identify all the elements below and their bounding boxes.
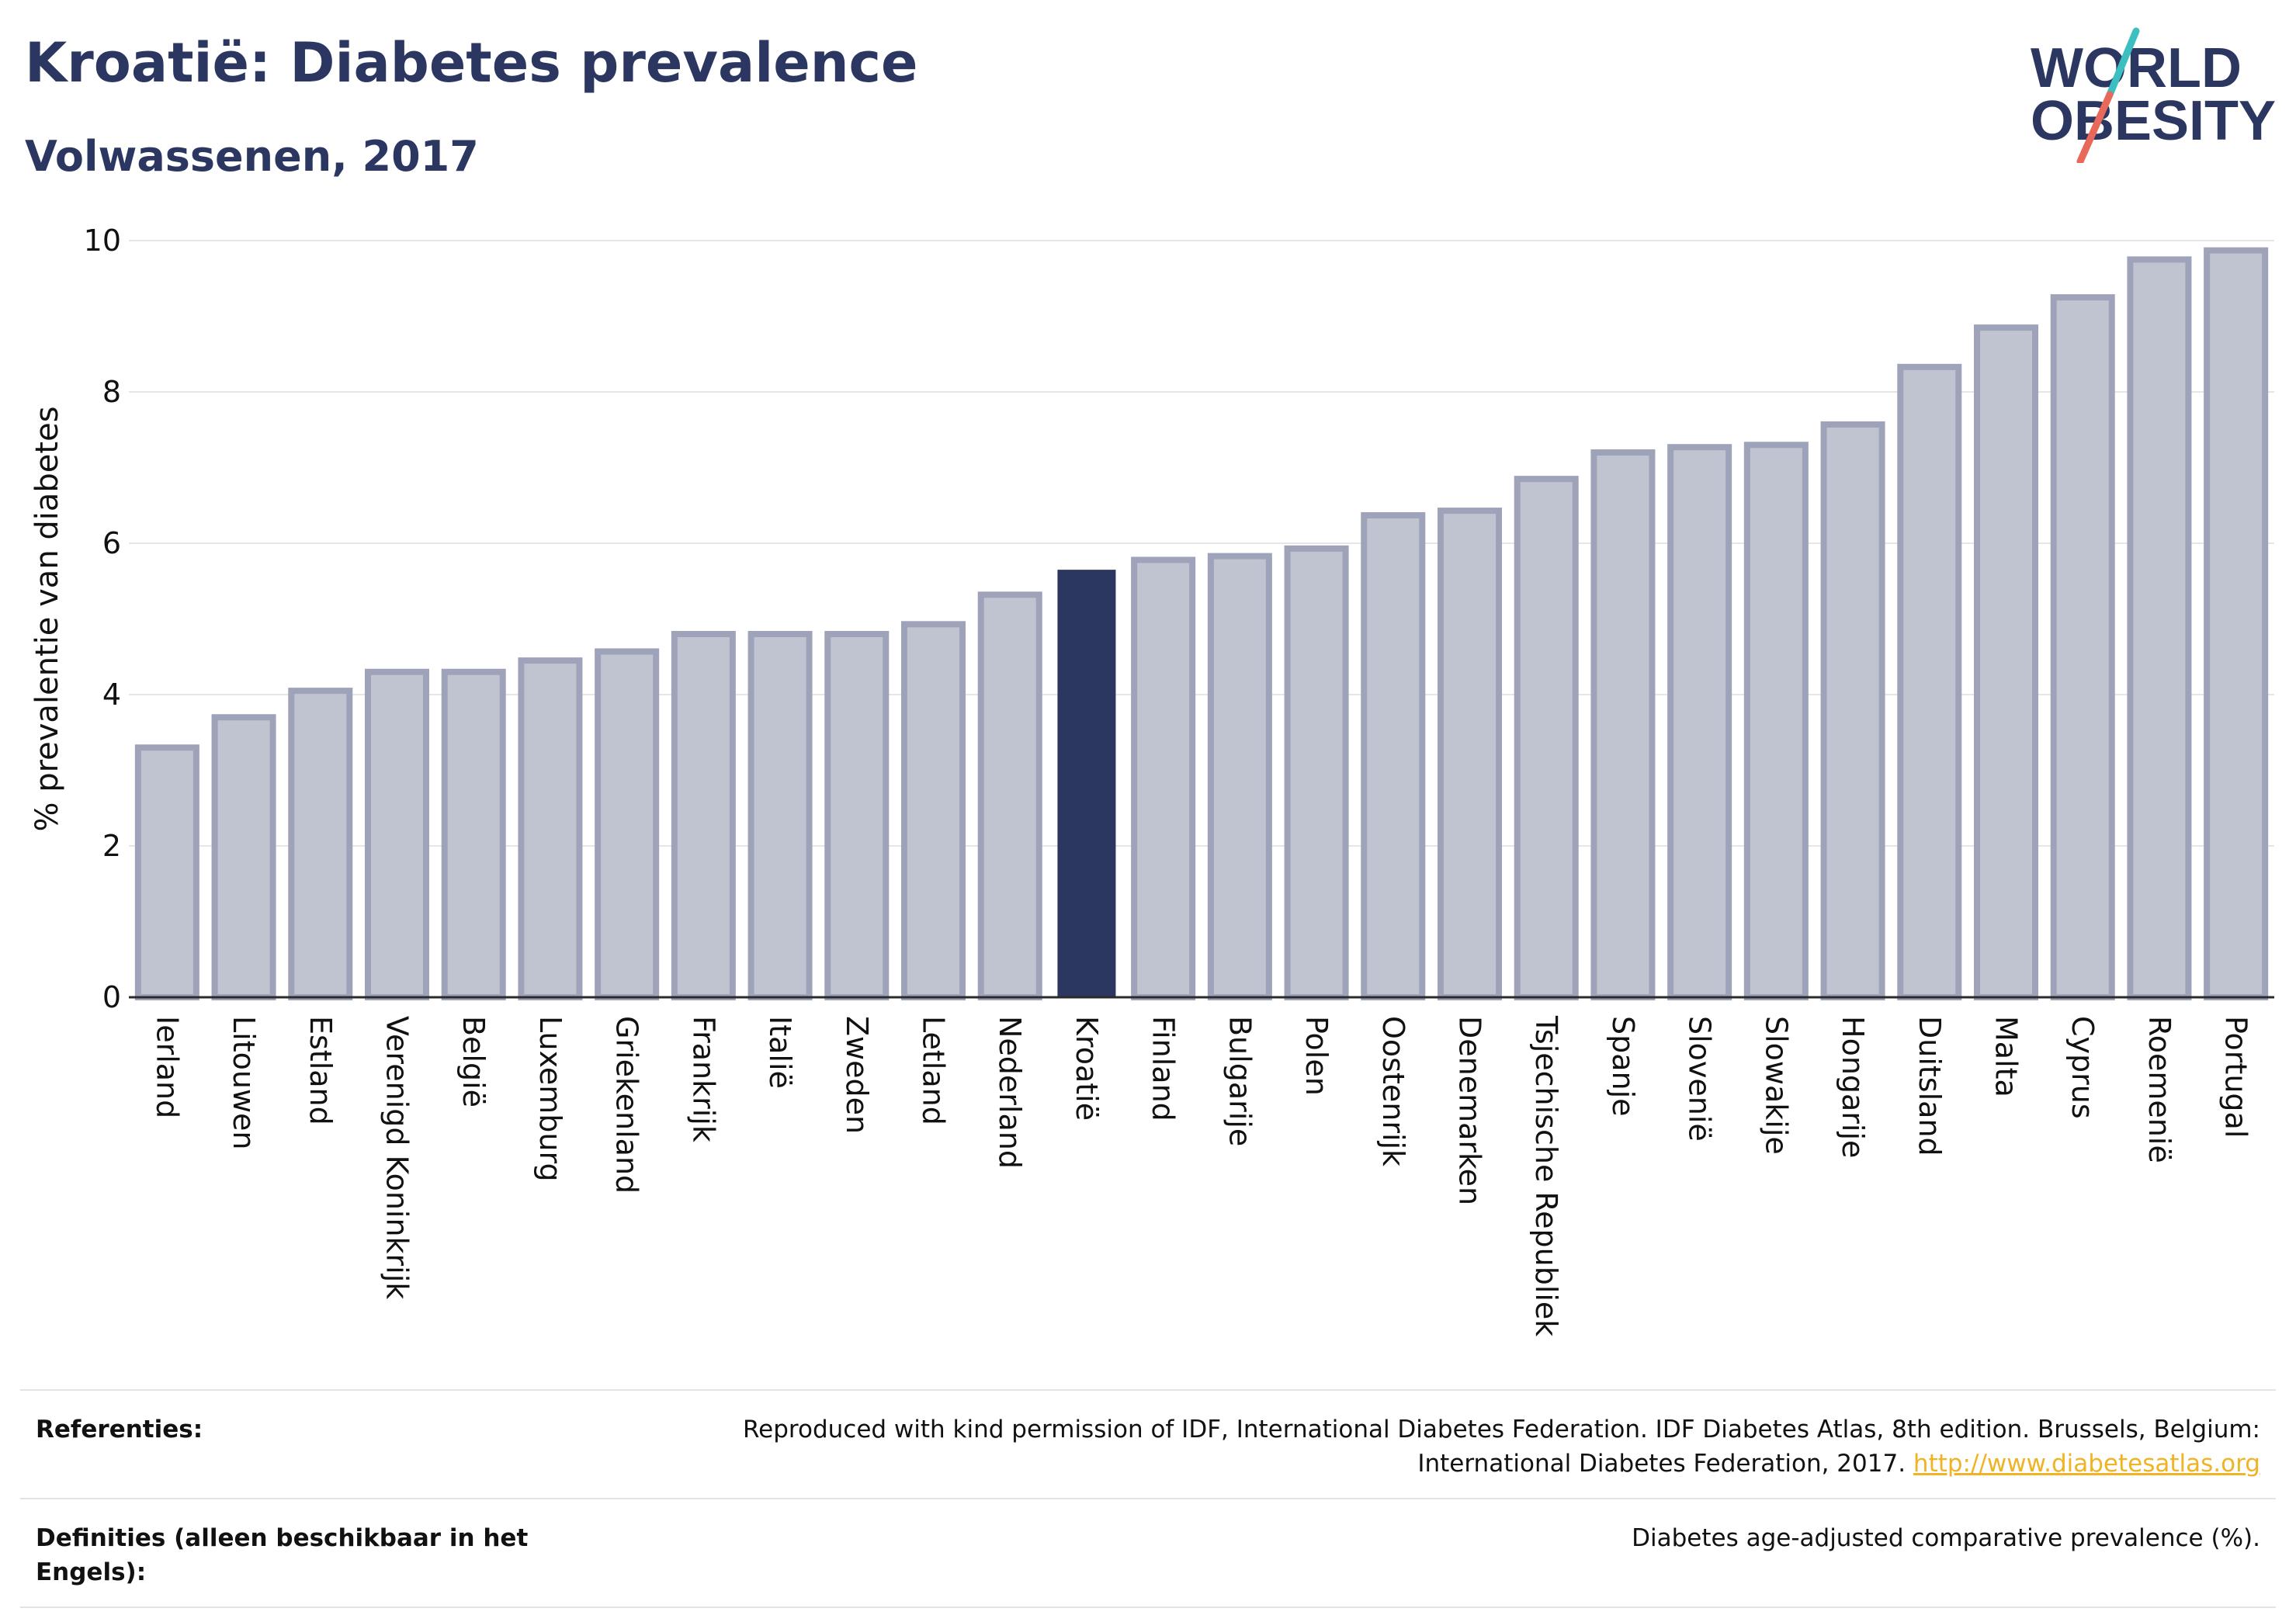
x-tick-label: Estland [303, 1016, 338, 1125]
references-link[interactable]: http://www.diabetesatlas.org [1913, 1450, 2260, 1478]
bar-tsjechische-republiek [1514, 476, 1579, 1000]
x-tick-label: Slowakije [1759, 1016, 1793, 1155]
x-tick-label: Denemarken [1453, 1016, 1487, 1205]
x-tick-label: Nederland [993, 1016, 1027, 1169]
bar-chart: 0 2 4 6 8 10 Ierland Litouwen Estland Verenigd K… [29, 224, 2274, 1336]
y-tick-label: 4 [102, 678, 121, 712]
x-tick-label: Duitsland [1913, 1016, 1947, 1156]
bar-luxemburg [518, 657, 583, 1000]
bar-italië [747, 631, 813, 1000]
footer: Referenties: Reproduced with kind permis… [20, 1389, 2276, 1608]
bar-spanje [1590, 449, 1656, 1000]
y-axis-ticks: 0 2 4 6 8 10 [84, 224, 121, 1014]
x-tick-label: Letland [917, 1016, 951, 1125]
chart-title: Kroatië: Diabetes prevalence [25, 31, 918, 95]
bar-finland [1131, 556, 1196, 1000]
x-tick-label: Spanje [1606, 1016, 1640, 1117]
bar-portugal [2204, 247, 2269, 1000]
x-tick-label: Griekenland [610, 1016, 644, 1194]
bar-belgië [441, 668, 506, 1000]
x-tick-label: Ierland [150, 1016, 184, 1118]
bar-denemarken [1437, 508, 1503, 1000]
x-tick-label: Kroatië [1070, 1016, 1104, 1121]
x-tick-label: Verenigd Koninkrijk [380, 1016, 414, 1299]
bar-kroatië [1057, 570, 1116, 997]
bar-hongarije [1820, 421, 1885, 1000]
x-tick-label: België [456, 1016, 491, 1107]
x-tick-label: Hongarije [1836, 1016, 1870, 1158]
bar-estland [288, 688, 353, 1000]
logo-line2: OBESITY [2031, 90, 2276, 152]
y-tick-label: 8 [102, 375, 121, 409]
x-tick-label: Oostenrijk [1376, 1016, 1410, 1166]
y-tick-label: 10 [84, 224, 121, 258]
y-tick-label: 0 [102, 980, 121, 1014]
bar-frankrijk [671, 631, 736, 1000]
logo-slash-top [2106, 27, 2140, 99]
references-row: Referenties: Reproduced with kind permis… [20, 1389, 2276, 1498]
x-tick-label: Italië [763, 1016, 797, 1089]
bar-bulgarije [1207, 553, 1272, 1000]
bar-ierland [134, 744, 199, 1000]
x-axis-labels: Ierland Litouwen Estland Verenigd Koninkrij… [150, 1015, 2253, 1336]
x-tick-label: Luxemburg [533, 1016, 567, 1182]
chart-subtitle: Volwassenen, 2017 [25, 132, 479, 181]
x-tick-label: Tsjechische Republiek [1529, 1015, 1563, 1336]
world-obesity-logo: WORLD OBESITY [2031, 27, 2276, 163]
x-tick-label: Slovenië [1683, 1016, 1717, 1142]
references-citation: Reproduced with kind permission of IDF, … [743, 1416, 2260, 1478]
bar-slowakije [1743, 442, 1809, 1000]
y-axis-label: % prevalentie van diabetes [29, 406, 65, 831]
definitions-row: Definities (alleen beschikbaar in het En… [20, 1498, 2276, 1608]
x-tick-label: Zweden [840, 1016, 874, 1134]
bar-litouwen [211, 714, 276, 1000]
bar-verenigd-koninkrijk [364, 668, 430, 1000]
logo-slash-bottom [2076, 91, 2114, 163]
bar-slovenië [1667, 444, 1732, 1000]
bar-malta [1973, 324, 2039, 1000]
x-tick-label: Portugal [2219, 1016, 2253, 1138]
bar-cyprus [2050, 294, 2115, 1000]
bar-zweden [824, 631, 890, 1000]
definitions-text: Diabetes age-adjusted comparative preval… [1632, 1524, 2260, 1552]
logo-line1: WORLD [2031, 37, 2242, 99]
bar-letland [900, 621, 966, 1000]
x-tick-label: Polen [1299, 1016, 1334, 1096]
bar-nederland [977, 591, 1042, 1000]
bar-polen [1284, 545, 1349, 1000]
definitions-label: Definities (alleen beschikbaar in het En… [36, 1524, 529, 1586]
x-tick-label: Roemenië [2142, 1016, 2176, 1163]
y-tick-label: 2 [102, 829, 121, 863]
x-tick-label: Finland [1146, 1016, 1181, 1121]
bar-roemenië [2127, 256, 2192, 1000]
bar-duitsland [1897, 363, 1962, 1000]
x-tick-label: Cyprus [2065, 1016, 2100, 1119]
bars [134, 247, 2269, 1000]
x-tick-label: Malta [1989, 1016, 2024, 1097]
x-tick-label: Litouwen [227, 1016, 261, 1150]
x-tick-label: Bulgarije [1223, 1016, 1257, 1146]
y-tick-label: 6 [102, 526, 121, 560]
references-label: Referenties: [36, 1416, 203, 1444]
references-text: Reproduced with kind permission of IDF, … [708, 1412, 2260, 1481]
bar-griekenland [595, 648, 660, 1000]
x-tick-label: Frankrijk [686, 1016, 720, 1142]
bar-oostenrijk [1361, 511, 1426, 1000]
